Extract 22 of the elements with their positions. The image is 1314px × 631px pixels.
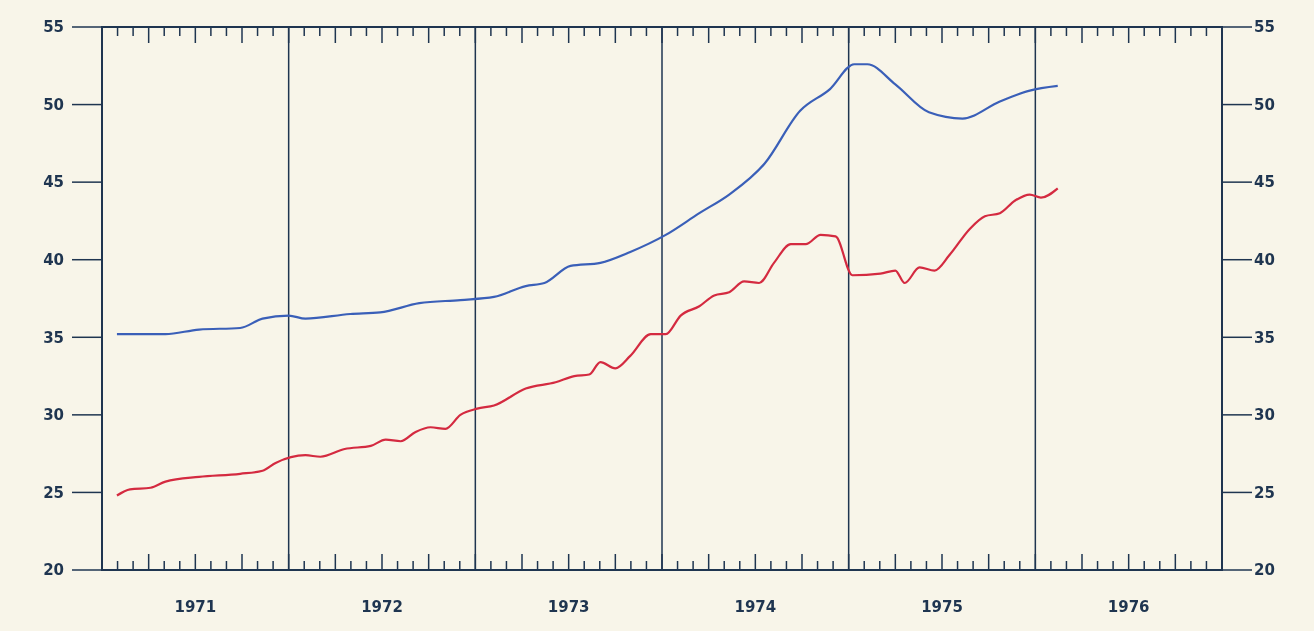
- y-tick-label: 25: [43, 483, 64, 502]
- y2-tick-label: 50: [1254, 95, 1275, 114]
- x-tick-label: 1971: [174, 598, 217, 616]
- y-tick-label: 35: [43, 328, 64, 347]
- x-tick-label: 1974: [734, 598, 777, 616]
- y-tick-label: 40: [43, 250, 64, 269]
- y-tick-label: 50: [43, 95, 64, 114]
- y2-tick-label: 35: [1254, 328, 1275, 347]
- y2-tick-label: 45: [1254, 173, 1275, 192]
- y-tick-label: 45: [43, 173, 64, 192]
- y-tick-label: 55: [43, 18, 64, 37]
- x-tick-label: 1976: [1107, 598, 1150, 616]
- y2-tick-label: 30: [1254, 406, 1275, 425]
- y-tick-label: 30: [43, 406, 64, 425]
- y2-tick-label: 25: [1254, 483, 1275, 502]
- y2-tick-label: 20: [1254, 561, 1275, 580]
- y2-tick-label: 40: [1254, 250, 1275, 269]
- x-tick-label: 1972: [361, 598, 403, 616]
- x-tick-label: 1973: [547, 598, 590, 616]
- y2-tick-label: 55: [1254, 18, 1275, 37]
- y-tick-label: 20: [43, 561, 64, 580]
- x-tick-label: 1975: [921, 598, 963, 616]
